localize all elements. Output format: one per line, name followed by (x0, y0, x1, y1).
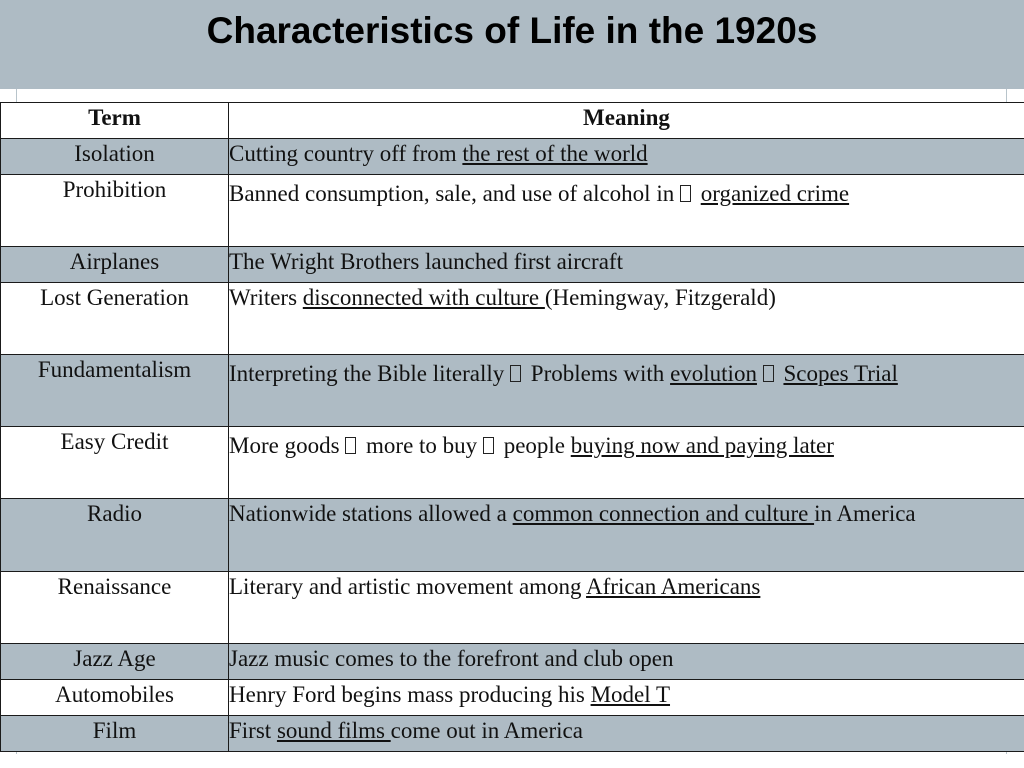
meaning-cell: More goods more to buy people buying now… (228, 426, 1024, 499)
term-cell: Easy Credit (0, 426, 229, 499)
term-text: Easy Credit (60, 429, 169, 454)
meaning-text: Literary and artistic movement among Afr… (229, 573, 1024, 601)
meaning-cell: Banned consumption, sale, and use of alc… (228, 174, 1024, 247)
table-row: Film First sound films come out in Americ… (0, 715, 1024, 752)
term-text: Fundamentalism (37, 357, 192, 382)
meaning-fragment: Writers (229, 285, 303, 310)
table-body: Isolation Cutting country off from the re… (0, 138, 1024, 752)
table-row: Renaissance Literary and artistic movemen… (0, 571, 1024, 644)
meaning-cell: Cutting country off from the rest of the… (228, 138, 1024, 175)
meaning-fragment: The Wright Brothers launched first aircr… (229, 249, 623, 274)
meaning-cell: Nationwide stations allowed a common con… (228, 498, 1024, 572)
meaning-fragment: more to buy (360, 433, 483, 458)
meaning-fragment: First (229, 718, 277, 743)
meaning-fragment: Literary and artistic movement among (229, 574, 587, 599)
meaning-cell: Henry Ford begins mass producing his Mod… (228, 679, 1024, 716)
page-title: Characteristics of Life in the 1920s (206, 10, 818, 51)
meaning-fragment: More goods (229, 433, 346, 458)
underlined-phrase: buying now and paying later (570, 433, 834, 458)
table-row: Lost Generation Writers disconnected with… (0, 282, 1024, 355)
meaning-text: More goods more to buy people buying now… (229, 428, 1024, 460)
column-header-meaning: Meaning (228, 102, 1024, 139)
meaning-text: Banned consumption, sale, and use of alc… (229, 176, 1024, 208)
term-cell: Fundamentalism (0, 354, 229, 427)
term-text: Lost Generation (40, 285, 189, 310)
meaning-text: The Wright Brothers launched first aircr… (229, 248, 1024, 276)
meaning-text: Interpreting the Bible literally Problem… (229, 356, 1024, 388)
arrow-icon (679, 185, 691, 202)
meaning-text: Cutting country off from the rest of the… (229, 140, 1024, 168)
term-text: Jazz Age (73, 646, 156, 671)
term-text: Isolation (74, 141, 155, 166)
term-text: Automobiles (55, 682, 174, 707)
table-row: Radio Nationwide stations allowed a commo… (0, 498, 1024, 572)
meaning-text: Henry Ford begins mass producing his Mod… (229, 681, 1024, 709)
table-row: Prohibition Banned consumption, sale, and… (0, 174, 1024, 247)
table-row: Easy Credit More goods more to buy people… (0, 426, 1024, 499)
meaning-text: First sound films come out in America (229, 717, 1024, 745)
underlined-phrase: African Americans (586, 574, 761, 599)
arrow-icon (762, 365, 774, 382)
term-cell: Radio (0, 498, 229, 572)
column-header-term: Term (0, 102, 229, 139)
table-row: Jazz Age Jazz music comes to the forefron… (0, 643, 1024, 680)
term-cell: Renaissance (0, 571, 229, 644)
terms-table: Term Meaning Isolation Cutting country of… (0, 102, 1024, 752)
term-text: Prohibition (62, 177, 167, 202)
meaning-text: Jazz music comes to the forefront and cl… (229, 645, 1024, 673)
meaning-fragment: come out in America (390, 718, 583, 743)
arrow-icon (482, 437, 494, 454)
table-row: Airplanes The Wright Brothers launched fi… (0, 246, 1024, 283)
meaning-cell: Literary and artistic movement among Afr… (228, 571, 1024, 644)
table-row: Isolation Cutting country off from the re… (0, 138, 1024, 175)
term-text: Radio (87, 501, 142, 526)
underlined-phrase: Scopes Trial (783, 361, 898, 386)
underlined-phrase: organized crime (700, 181, 850, 206)
underlined-phrase: evolution (670, 361, 757, 386)
meaning-fragment: Interpreting the Bible literally (229, 361, 511, 386)
underlined-phrase: Model T (590, 682, 671, 707)
title-bar (0, 0, 1024, 89)
table-row: Fundamentalism Interpreting the Bible lit… (0, 354, 1024, 427)
meaning-cell: The Wright Brothers launched first aircr… (228, 246, 1024, 283)
term-text: Airplanes (69, 249, 160, 274)
term-cell: Lost Generation (0, 282, 229, 355)
meaning-fragment: (Hemingway, Fitzgerald) (544, 285, 776, 310)
meaning-cell: Writers disconnected with culture (Hemin… (228, 282, 1024, 355)
underlined-phrase: common connection and culture (512, 501, 815, 526)
underlined-phrase: sound films (276, 718, 391, 743)
term-cell: Prohibition (0, 174, 229, 247)
meaning-cell: Interpreting the Bible literally Problem… (228, 354, 1024, 427)
term-text: Film (92, 718, 137, 743)
meaning-text: Writers disconnected with culture (Hemin… (229, 284, 1024, 312)
meaning-fragment: Banned consumption, sale, and use of alc… (229, 181, 680, 206)
arrow-icon (510, 365, 522, 382)
underlined-phrase: the rest of the world (462, 141, 648, 166)
term-cell: Airplanes (0, 246, 229, 283)
table-row: Automobiles Henry Ford begins mass produc… (0, 679, 1024, 716)
meaning-fragment: Jazz music comes to the forefront and cl… (229, 646, 674, 671)
meaning-fragment: Henry Ford begins mass producing his (229, 682, 591, 707)
meaning-fragment: people (497, 433, 571, 458)
meaning-fragment: in America (814, 501, 916, 526)
term-cell: Automobiles (0, 679, 229, 716)
term-cell: Isolation (0, 138, 229, 175)
term-cell: Jazz Age (0, 643, 229, 680)
meaning-text: Nationwide stations allowed a common con… (229, 500, 1024, 528)
meaning-cell: Jazz music comes to the forefront and cl… (228, 643, 1024, 680)
term-text: Renaissance (57, 574, 172, 599)
meaning-fragment: Problems with (525, 361, 671, 386)
meaning-fragment: Cutting country off from (229, 141, 463, 166)
arrow-icon (345, 437, 357, 454)
meaning-cell: First sound films come out in America (228, 715, 1024, 752)
meaning-fragment: Nationwide stations allowed a (229, 501, 513, 526)
term-cell: Film (0, 715, 229, 752)
underlined-phrase: disconnected with culture (302, 285, 545, 310)
